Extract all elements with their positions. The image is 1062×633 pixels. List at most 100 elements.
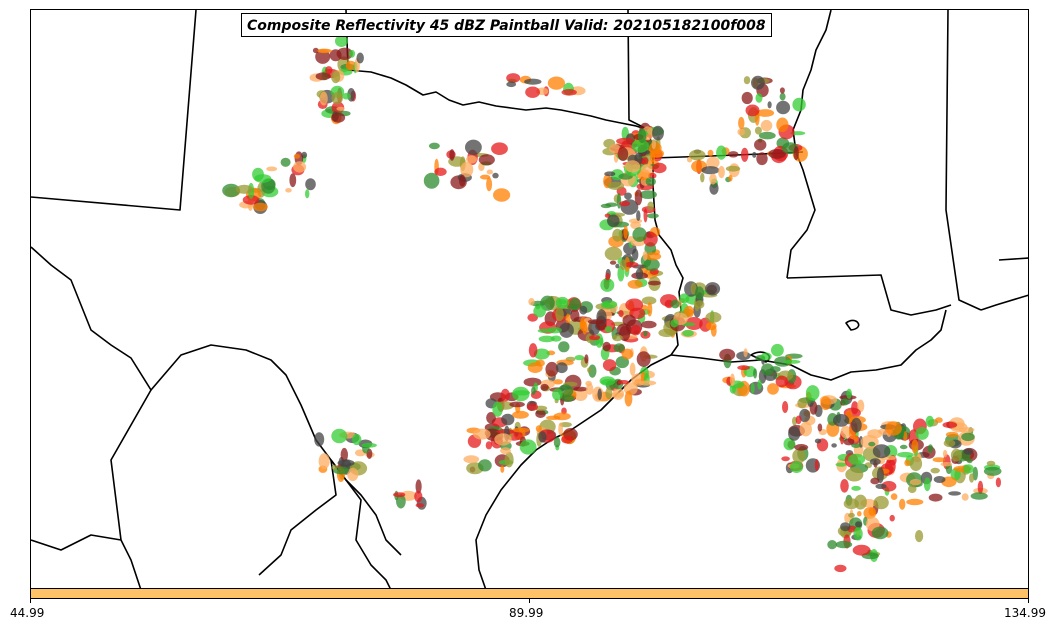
reflectivity-blob: [755, 93, 763, 103]
reflectivity-blob: [561, 435, 573, 444]
reflectivity-blob: [600, 278, 615, 292]
reflectivity-blob: [853, 527, 863, 541]
reflectivity-blob: [331, 464, 338, 470]
reflectivity-blob: [627, 279, 643, 289]
reflectivity-blob: [597, 388, 602, 401]
reflectivity-blob: [718, 165, 725, 179]
reflectivity-blob: [605, 202, 618, 207]
reflectivity-blob: [851, 443, 861, 448]
reflectivity-blob: [480, 174, 491, 180]
reflectivity-blob: [814, 438, 822, 444]
reflectivity-blob: [305, 178, 316, 191]
reflectivity-blob: [689, 149, 706, 161]
reflectivity-blob: [909, 479, 922, 486]
reflectivity-blob: [639, 190, 657, 200]
reflectivity-blob: [788, 426, 801, 441]
reflectivity-blob: [679, 293, 690, 304]
reflectivity-blob: [607, 214, 620, 228]
reflectivity-blob: [604, 171, 616, 177]
reflectivity-blob: [684, 305, 694, 316]
reflectivity-blob: [552, 379, 563, 385]
reflectivity-blob: [889, 514, 895, 522]
reflectivity-blob: [940, 462, 953, 467]
reflectivity-blob: [500, 388, 510, 402]
reflectivity-blob: [756, 109, 775, 117]
reflectivity-blob: [737, 128, 745, 136]
reflectivity-blob: [911, 439, 919, 454]
reflectivity-blob: [463, 455, 480, 464]
reflectivity-blob: [729, 373, 735, 387]
reflectivity-blob: [729, 384, 737, 394]
reflectivity-blob: [781, 456, 790, 462]
reflectivity-blob: [725, 165, 741, 172]
reflectivity-blob: [682, 329, 694, 337]
reflectivity-blob: [768, 149, 786, 159]
reflectivity-blob: [396, 494, 406, 509]
reflectivity-blob: [331, 92, 343, 105]
reflectivity-blob: [709, 173, 717, 185]
reflectivity-blob: [587, 367, 592, 373]
reflectivity-blob: [293, 161, 307, 173]
reflectivity-blob: [285, 188, 292, 193]
reflectivity-blob: [552, 388, 563, 401]
reflectivity-blob: [348, 49, 356, 58]
reflectivity-blob: [584, 354, 589, 364]
reflectivity-blob: [758, 131, 776, 140]
reflectivity-blob: [632, 227, 647, 242]
reflectivity-blob: [983, 466, 1002, 476]
reflectivity-blob: [743, 348, 748, 358]
reflectivity-blob: [851, 417, 862, 433]
reflectivity-blob: [609, 144, 621, 154]
reflectivity-blob: [644, 252, 662, 261]
reflectivity-blob: [719, 348, 736, 361]
reflectivity-blob: [915, 530, 924, 543]
reflectivity-blob: [779, 87, 785, 94]
reflectivity-blob: [881, 481, 897, 492]
reflectivity-blob: [843, 498, 859, 510]
reflectivity-blob: [641, 164, 653, 173]
reflectivity-blob: [795, 415, 802, 425]
reflectivity-blob: [942, 421, 958, 428]
reflectivity-blob: [794, 444, 809, 451]
reflectivity-blob: [643, 232, 658, 247]
reflectivity-blob: [533, 305, 546, 318]
reflectivity-blob: [555, 296, 570, 309]
reflectivity-blob: [650, 152, 655, 163]
reflectivity-blob: [528, 298, 535, 306]
reflectivity-blob: [706, 156, 720, 169]
reflectivity-blob: [621, 348, 633, 360]
reflectivity-blob: [943, 439, 956, 448]
reflectivity-blob: [871, 526, 889, 540]
reflectivity-blob: [643, 258, 660, 271]
reflectivity-blob: [342, 92, 351, 100]
reflectivity-blob: [840, 425, 851, 439]
reflectivity-blob: [336, 106, 345, 111]
reflectivity-blob: [805, 385, 820, 401]
reflectivity-blob: [638, 380, 657, 386]
reflectivity-blob: [820, 396, 832, 411]
reflectivity-blob: [317, 48, 332, 54]
reflectivity-blob: [618, 310, 624, 317]
reflectivity-blob: [555, 362, 568, 374]
reflectivity-blob: [523, 377, 542, 387]
reflectivity-blob: [933, 476, 946, 483]
reflectivity-blob: [624, 160, 641, 173]
reflectivity-blob: [325, 66, 333, 75]
reflectivity-blob: [845, 467, 864, 482]
reflectivity-blob: [553, 436, 561, 448]
reflectivity-blob: [634, 189, 643, 206]
reflectivity-blob: [767, 383, 779, 395]
reflectivity-blob: [950, 448, 962, 462]
reflectivity-blob: [814, 459, 819, 472]
reflectivity-blob: [751, 75, 765, 90]
reflectivity-blob: [846, 388, 852, 399]
reflectivity-blob: [331, 112, 346, 123]
reflectivity-blob: [253, 202, 268, 212]
reflectivity-blob: [855, 521, 862, 528]
reflectivity-blob: [793, 146, 799, 161]
reflectivity-blob: [775, 375, 788, 388]
reflectivity-blob: [604, 326, 613, 333]
reflectivity-blob: [852, 544, 871, 556]
reflectivity-blob: [315, 72, 331, 81]
reflectivity-blob: [538, 335, 555, 343]
